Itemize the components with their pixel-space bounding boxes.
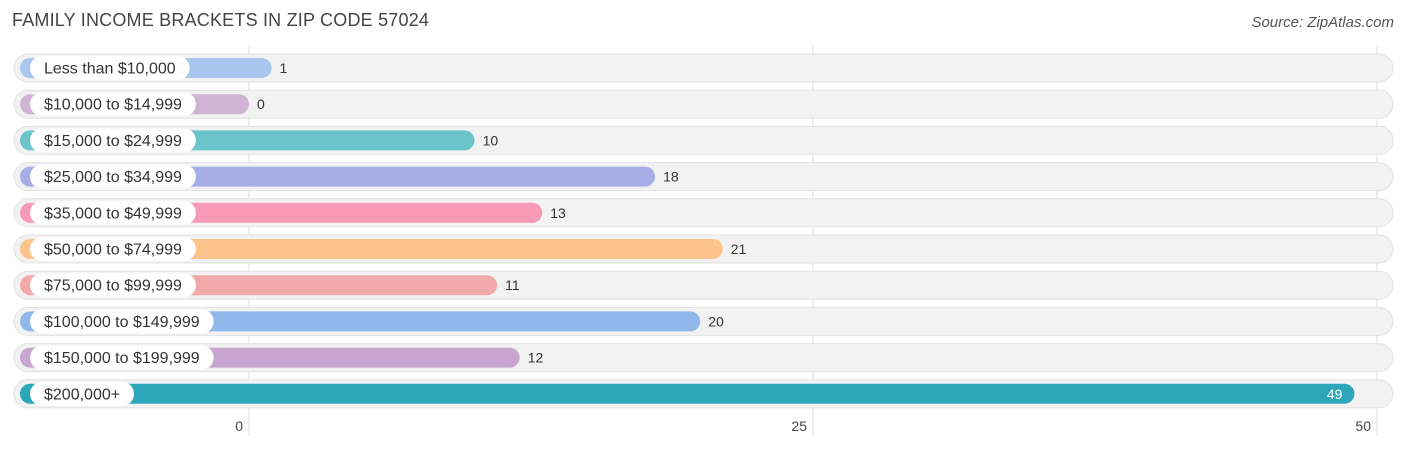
value-label: 11 <box>505 277 520 293</box>
category-label: $25,000 to $34,999 <box>44 169 182 186</box>
x-tick-label: 0 <box>235 418 243 434</box>
value-label: 13 <box>550 205 566 221</box>
category-pill <box>30 200 196 225</box>
category-label: $50,000 to $74,999 <box>44 242 182 259</box>
category-pill <box>30 345 214 370</box>
category-pill <box>30 237 196 261</box>
bar <box>20 383 1355 404</box>
bar-track <box>13 53 1394 83</box>
bar <box>20 239 723 259</box>
category-label: Less than $10,000 <box>44 61 176 78</box>
category-pill <box>30 56 190 80</box>
category-pill <box>30 309 214 334</box>
value-label: 1 <box>280 60 288 76</box>
category-label: $15,000 to $24,999 <box>44 133 182 150</box>
value-label: 10 <box>483 132 499 148</box>
category-label: $200,000+ <box>44 386 120 403</box>
category-pill <box>30 164 196 189</box>
x-tick-label: 25 <box>791 418 807 434</box>
category-label: $150,000 to $199,999 <box>44 350 200 367</box>
category-label: $35,000 to $49,999 <box>44 205 182 222</box>
bar-track <box>13 89 1394 119</box>
category-pill <box>30 92 196 117</box>
category-label: $10,000 to $14,999 <box>44 97 182 114</box>
rows-layer: Less than $10,000 1 $10,000 to $14,999 0 $15… <box>13 53 1394 409</box>
x-axis-ticks: 0 25 50 <box>235 418 1371 434</box>
category-pill <box>30 273 196 298</box>
chart-title: FAMILY INCOME BRACKETS IN ZIP CODE 57024 <box>12 10 430 30</box>
category-label: $75,000 to $99,999 <box>44 278 182 295</box>
value-label: 0 <box>257 96 265 112</box>
source-note: Source: ZipAtlas.com <box>1251 14 1394 31</box>
value-label: 12 <box>528 350 544 366</box>
value-label: 18 <box>663 169 679 185</box>
category-pill <box>30 381 135 406</box>
category-label: $100,000 to $149,999 <box>44 314 200 331</box>
value-label: 21 <box>731 241 747 257</box>
value-label: 20 <box>708 313 724 329</box>
value-label: 49 <box>1327 386 1343 402</box>
x-tick-label: 50 <box>1355 418 1371 434</box>
category-pill <box>30 128 196 153</box>
